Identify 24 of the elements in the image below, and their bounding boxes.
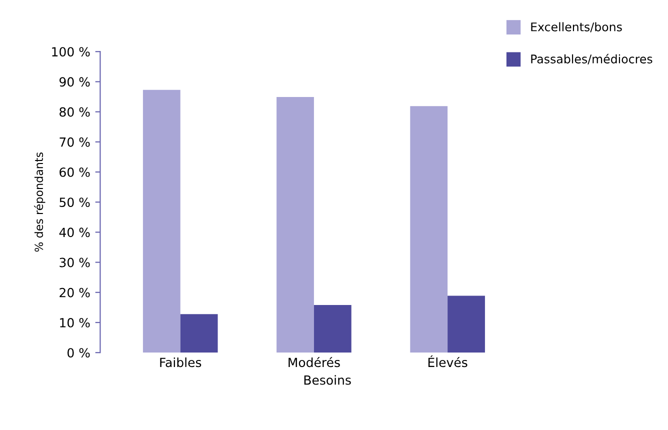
y-tick-label: 100 %: [52, 47, 90, 57]
y-tick-label: 70 %: [60, 137, 90, 147]
bar: [276, 97, 314, 353]
bar: [142, 90, 180, 353]
y-tick-label: 20 %: [60, 288, 90, 298]
bar: [314, 305, 352, 353]
y-tick-label: 10 %: [60, 318, 90, 328]
legend-label: Excellents/bons: [531, 22, 622, 32]
y-tick-label: 30 %: [60, 258, 90, 268]
y-tick-label: 90 %: [60, 77, 90, 87]
x-axis-title: Besoins: [304, 375, 351, 385]
bar: [410, 106, 448, 353]
y-axis-title: % des répondants: [34, 152, 46, 252]
y-tick-label: 0 %: [68, 348, 90, 358]
bar: [180, 314, 218, 353]
legend-label: Passables/médiocres: [531, 54, 652, 64]
y-tick-label: 80 %: [60, 107, 90, 117]
x-tick-label: Faibles: [160, 357, 202, 368]
x-tick-label: Modérés: [288, 356, 340, 368]
y-tick-label: 50 %: [60, 198, 90, 208]
x-tick-label: Élevés: [428, 355, 468, 368]
y-tick-label: 60 %: [60, 167, 90, 177]
bar: [448, 296, 485, 353]
y-tick-label: 40 %: [59, 228, 90, 238]
